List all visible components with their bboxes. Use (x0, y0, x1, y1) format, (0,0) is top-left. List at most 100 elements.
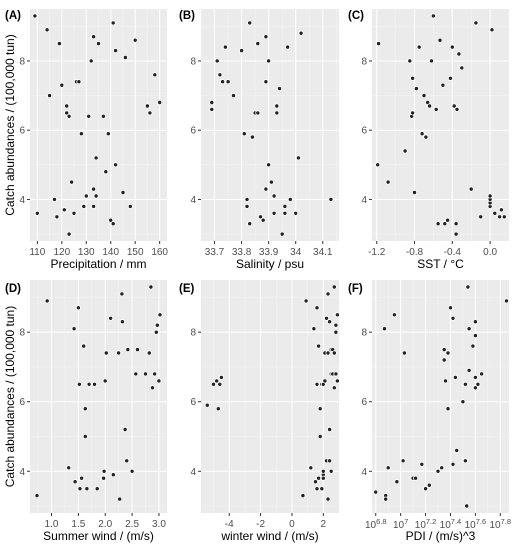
data-point (331, 385, 337, 391)
data-point (93, 155, 99, 161)
panel-tag: (C) (348, 10, 364, 22)
data-point (75, 305, 81, 311)
data-point (209, 106, 215, 112)
data-point (433, 106, 439, 112)
data-point (385, 465, 391, 471)
data-point (94, 486, 100, 492)
data-point (108, 217, 114, 223)
data-point (122, 55, 128, 61)
data-point (410, 110, 416, 116)
x-axis-title: Precipitation / mm (50, 257, 146, 271)
data-point (472, 319, 478, 325)
data-point (116, 350, 122, 356)
data-point (333, 322, 339, 328)
data-point (257, 214, 263, 220)
data-point (445, 406, 451, 412)
x-axis-title: SST / °C (417, 257, 464, 271)
data-point (156, 378, 162, 384)
data-point (152, 371, 158, 377)
data-point (327, 458, 333, 464)
data-point (124, 458, 130, 464)
x-axis-title: PDI / (m/s)^3 (406, 529, 476, 543)
x-tick-label: 0 (289, 519, 295, 530)
data-point (435, 468, 441, 474)
data-point (501, 214, 507, 220)
data-point (91, 186, 97, 192)
data-point (133, 371, 139, 377)
x-tick-label: 34 (290, 247, 302, 258)
data-point (271, 210, 277, 216)
data-point (56, 41, 62, 47)
data-point (459, 65, 465, 71)
data-point (134, 347, 140, 353)
data-point (451, 103, 457, 109)
y-tick-label: 8 (19, 328, 25, 339)
data-point (247, 20, 253, 26)
data-point (430, 13, 436, 19)
y-tick-label: 6 (190, 397, 196, 408)
x-axis-title: Summer wind / (m/s) (43, 529, 154, 543)
data-point (241, 131, 247, 137)
data-point (122, 426, 128, 432)
data-point (400, 458, 406, 464)
data-point (59, 82, 65, 88)
data-point (416, 44, 422, 50)
data-point (316, 343, 322, 349)
x-tick-label: -1.2 (368, 247, 386, 258)
data-point (209, 100, 215, 106)
data-point (220, 79, 226, 85)
data-point (247, 221, 253, 227)
data-point (148, 284, 154, 290)
data-point (460, 399, 466, 405)
data-point (401, 350, 407, 356)
data-point (157, 312, 163, 318)
data-point (92, 381, 98, 387)
data-point (72, 479, 78, 485)
data-point (91, 34, 97, 40)
x-tick-label: 34.1 (313, 247, 333, 258)
data-point (255, 41, 261, 47)
data-point (441, 357, 447, 363)
data-point (279, 231, 285, 237)
data-point (439, 465, 445, 471)
data-point (282, 210, 288, 216)
data-point (54, 214, 60, 220)
y-tick-label: 8 (190, 56, 196, 67)
x-tick-label: 33.7 (205, 247, 225, 258)
data-point (244, 203, 250, 209)
data-point (317, 433, 323, 439)
data-point (282, 203, 288, 209)
data-point (331, 350, 337, 356)
data-point (450, 315, 456, 321)
data-point (334, 378, 340, 384)
data-point (222, 44, 228, 50)
data-point (298, 30, 304, 36)
data-point (47, 93, 53, 99)
data-point (410, 75, 416, 81)
data-point (314, 381, 320, 387)
y-tick-label: 4 (19, 195, 25, 206)
data-point (428, 58, 434, 64)
panel-tag: (B) (179, 10, 195, 22)
x-tick-label: 150 (127, 247, 144, 258)
x-tick-label: 2.0 (98, 519, 112, 530)
data-point (274, 110, 280, 116)
data-point (447, 305, 453, 311)
data-point (276, 86, 282, 92)
data-point (260, 217, 266, 223)
panel-tag: (E) (179, 283, 195, 295)
x-tick-label: 107.2 (415, 517, 437, 531)
data-point (427, 103, 433, 109)
data-point (152, 72, 158, 78)
data-point (478, 214, 484, 220)
data-point (487, 193, 493, 199)
data-point (64, 103, 70, 109)
data-point (266, 162, 272, 168)
data-point (119, 291, 125, 297)
panel-b: 33.7 33.8 33.9 34 34.1 4 6 8 Salinity / psu (B) (179, 9, 339, 271)
data-point (239, 48, 245, 54)
data-point (419, 461, 425, 467)
data-point (450, 461, 456, 467)
data-point (475, 381, 481, 387)
panel-c: -1.2 -0.8 -0.4 0.0 4 6 8 SST / °C (C) (348, 9, 510, 271)
